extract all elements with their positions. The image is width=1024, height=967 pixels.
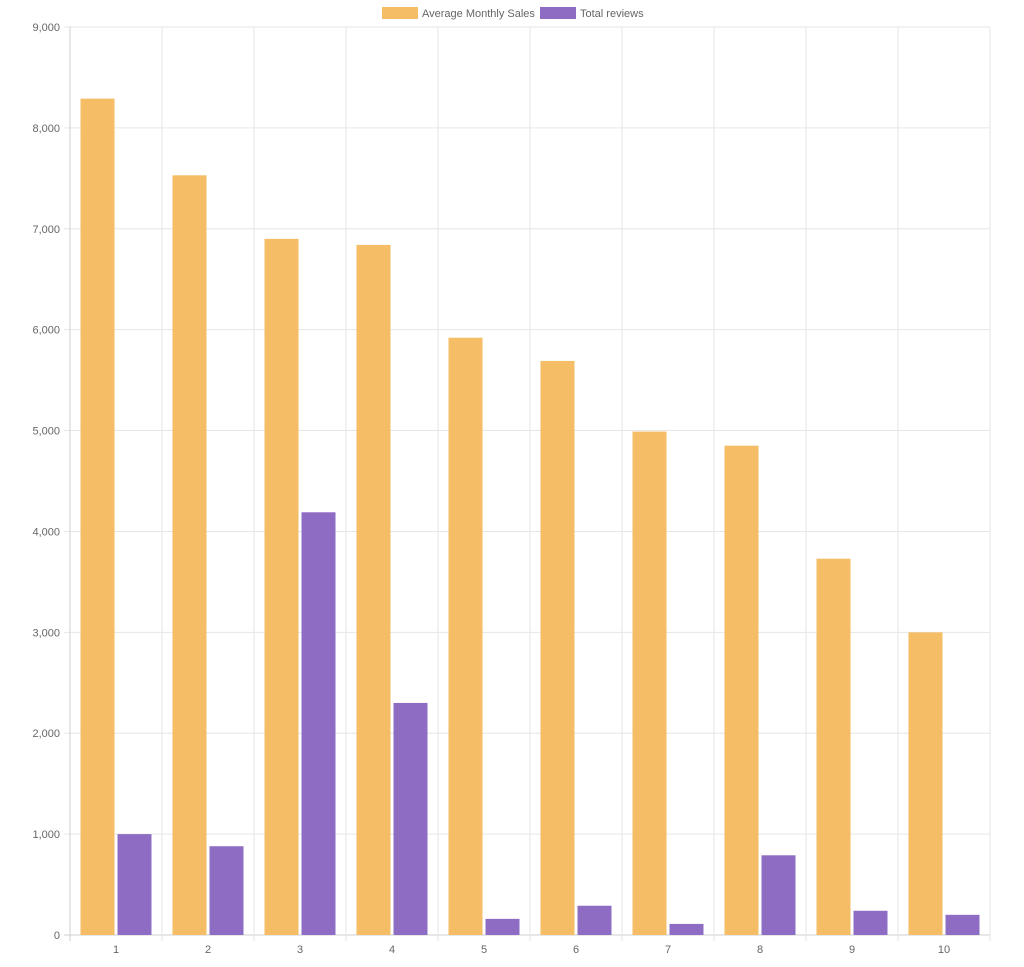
bar-average-monthly-sales-6[interactable]: [540, 360, 575, 935]
bar-total-reviews-7[interactable]: [669, 923, 704, 935]
bar-total-reviews-10[interactable]: [945, 914, 980, 935]
y-tick-label: 1,000: [32, 829, 60, 841]
x-tick-label: 6: [573, 944, 579, 956]
y-tick-label: 2,000: [32, 728, 60, 740]
x-tick-label: 8: [757, 944, 763, 956]
bar-average-monthly-sales-10[interactable]: [908, 632, 943, 935]
legend-swatch-total-reviews[interactable]: [540, 7, 576, 19]
y-tick-label: 5,000: [32, 426, 60, 438]
y-tick-label: 4,000: [32, 526, 60, 538]
x-tick-label: 10: [938, 944, 950, 956]
y-tick-label: 9,000: [32, 22, 60, 34]
x-tick-label: 3: [297, 944, 303, 956]
bar-average-monthly-sales-5[interactable]: [448, 337, 483, 935]
y-tick-label: 8,000: [32, 123, 60, 135]
y-tick-label: 6,000: [32, 325, 60, 337]
legend-label-average-monthly-sales[interactable]: Average Monthly Sales: [422, 8, 535, 20]
x-tick-label: 4: [389, 944, 395, 956]
x-tick-label: 7: [665, 944, 671, 956]
legend: Average Monthly Sales Total reviews: [382, 7, 644, 20]
bars: [80, 98, 980, 936]
bar-total-reviews-1[interactable]: [117, 834, 152, 935]
legend-label-total-reviews[interactable]: Total reviews: [580, 8, 644, 20]
bar-total-reviews-8[interactable]: [761, 855, 796, 935]
x-tick-label: 9: [849, 944, 855, 956]
bar-average-monthly-sales-2[interactable]: [172, 175, 207, 936]
y-tick-label: 3,000: [32, 627, 60, 639]
bar-average-monthly-sales-3[interactable]: [264, 238, 299, 935]
x-tick-label: 5: [481, 944, 487, 956]
x-tick-label: 1: [113, 944, 119, 956]
axes: 0 1,000 2,000 3,000 4,000 5,000 6,000 7,000 8,00…: [32, 22, 950, 956]
bar-total-reviews-9[interactable]: [853, 910, 888, 935]
bar-average-monthly-sales-1[interactable]: [80, 98, 115, 936]
bar-total-reviews-4[interactable]: [393, 702, 428, 935]
bar-total-reviews-3[interactable]: [301, 512, 336, 935]
x-tick-label: 2: [205, 944, 211, 956]
bar-average-monthly-sales-8[interactable]: [724, 445, 759, 935]
bar-total-reviews-6[interactable]: [577, 905, 612, 935]
y-tick-label: 7,000: [32, 224, 60, 236]
bar-total-reviews-2[interactable]: [209, 846, 244, 935]
bar-average-monthly-sales-7[interactable]: [632, 431, 667, 935]
legend-swatch-average-monthly-sales[interactable]: [382, 7, 418, 19]
bar-average-monthly-sales-9[interactable]: [816, 558, 851, 935]
bar-average-monthly-sales-4[interactable]: [356, 244, 391, 936]
bar-total-reviews-5[interactable]: [485, 918, 520, 935]
y-tick-label: 0: [54, 930, 60, 942]
grid: [64, 26, 991, 941]
